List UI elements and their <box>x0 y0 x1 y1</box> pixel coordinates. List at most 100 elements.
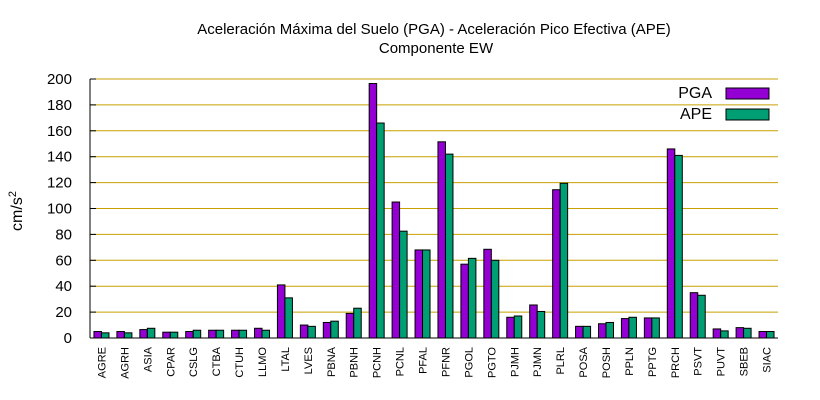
bar-pga-pfnr <box>437 141 446 339</box>
legend: PGA APE <box>678 85 770 123</box>
bar-ape-prch <box>674 154 683 339</box>
y-tick-label: 60 <box>55 252 72 269</box>
bar-ape-ppln <box>628 316 637 339</box>
bar-ape-cpar <box>169 331 179 339</box>
y-tick-label: 80 <box>55 226 72 243</box>
x-tick-label: PBNA <box>326 346 338 377</box>
bar-ape-sbeb <box>743 327 752 339</box>
bar-pga-pbna <box>322 321 332 339</box>
bar-ape-pptg <box>651 317 660 339</box>
x-tick-label: LVES <box>303 347 315 374</box>
chart-subtitle: Componente EW <box>379 40 494 57</box>
y-axis-label-superscript: 2 <box>7 191 19 197</box>
bar-pga-sbeb <box>735 327 745 339</box>
bar-ape-plrl <box>559 182 569 339</box>
bar-ape-pbnh <box>353 307 362 339</box>
x-tick-label: CTUH <box>234 347 246 378</box>
bar-pga-ctba <box>208 329 217 339</box>
x-tick-label: SIAC <box>762 347 774 373</box>
y-tick-labels: 0 20 40 60 80 100 120 140 160 180 200 <box>47 71 72 347</box>
x-tick-label: SBEB <box>739 347 751 376</box>
x-tick-label: PLRL <box>555 347 567 375</box>
x-tick-label: PUVT <box>716 347 728 377</box>
bar-pga-posh <box>598 323 607 339</box>
bar-ape-siac <box>766 331 775 339</box>
x-tick-label: PFNR <box>440 347 452 377</box>
y-tick-label: 140 <box>47 149 72 166</box>
x-tick-label: PPTG <box>647 347 659 377</box>
legend-swatch-pga <box>725 87 770 100</box>
bar-pga-ppln <box>620 318 630 339</box>
bar-pga-asia <box>139 329 148 339</box>
bar-pga-pfal <box>414 249 424 339</box>
x-tick-label: AGRE <box>96 347 108 378</box>
x-tick-label: PCNL <box>395 347 407 376</box>
bar-ape-agrh <box>123 332 133 339</box>
bar-ape-asia <box>146 327 156 339</box>
x-tick-label: LTAL <box>280 347 292 372</box>
bars <box>93 83 775 339</box>
bar-ape-pfnr <box>444 153 454 339</box>
bar-pga-agrh <box>116 331 125 339</box>
x-tick-labels: AGRE AGRH ASIA CPAR CSLG CTBA CTUH LLMO LTAL LVES… <box>96 346 773 378</box>
bar-ape-ctba <box>215 329 225 339</box>
bar-ape-pjmh <box>513 315 523 339</box>
bar-ape-lves <box>307 325 316 339</box>
bar-pga-agre <box>93 331 102 339</box>
legend-label-ape: APE <box>680 106 712 123</box>
bar-pga-puvt <box>712 328 722 339</box>
bar-ape-puvt <box>720 330 729 339</box>
x-tick-label: CPAR <box>165 347 177 377</box>
bar-pga-pgol <box>460 263 469 339</box>
bar-ape-pbna <box>330 320 339 339</box>
y-axis-label-text: cm/s <box>9 197 26 231</box>
bar-pga-cpar <box>162 331 171 339</box>
bar-ape-pgol <box>467 257 477 339</box>
bar-pga-lves <box>299 324 309 339</box>
y-tick-label: 160 <box>47 123 72 140</box>
bar-ape-agre <box>100 332 110 339</box>
x-tick-label: POSH <box>601 347 613 378</box>
bar-ape-llmo <box>261 329 270 339</box>
y-tick-label: 180 <box>47 97 72 114</box>
bar-pga-pptg <box>643 317 653 339</box>
bar-pga-pbnh <box>345 312 355 339</box>
y-axis-label: cm/s2 <box>7 191 26 231</box>
bar-pga-llmo <box>254 327 263 339</box>
y-tick-label: 40 <box>55 278 72 295</box>
bar-pga-pjmh <box>506 316 515 339</box>
x-tick-label: PCNH <box>372 347 384 378</box>
bar-pga-ctuh <box>231 329 240 339</box>
bar-pga-psvt <box>689 292 699 339</box>
bar-ape-posh <box>605 321 614 339</box>
bar-ape-psvt <box>697 294 706 339</box>
bar-pga-prch <box>666 148 676 339</box>
legend-swatch-ape <box>725 108 770 121</box>
bar-ape-pcnl <box>399 230 408 339</box>
x-tick-label: AGRH <box>119 347 131 379</box>
x-tick-label: PJMN <box>532 347 544 377</box>
bar-pga-pcnl <box>391 201 401 339</box>
y-tick-label: 120 <box>47 175 72 192</box>
x-tick-label: PSVT <box>693 347 705 376</box>
bar-ape-pcnh <box>376 122 385 339</box>
y-tick-label: 0 <box>64 330 72 347</box>
bar-ape-pfal <box>422 249 431 339</box>
x-tick-label: ASIA <box>142 346 154 372</box>
legend-label-pga: PGA <box>678 85 712 102</box>
x-tick-label: PGTO <box>486 347 498 378</box>
bar-ape-ctuh <box>238 329 248 339</box>
bar-pga-pjmn <box>529 304 538 339</box>
bar-ape-cslg <box>192 329 202 339</box>
bar-pga-plrl <box>552 189 561 339</box>
x-tick-label: PFAL <box>418 347 430 374</box>
x-tick-label: POSA <box>578 346 590 377</box>
bar-ape-pgto <box>490 259 500 339</box>
bar-pga-cslg <box>185 331 194 339</box>
bar-ape-pjmn <box>536 310 546 339</box>
x-tick-label: PJMH <box>509 347 521 377</box>
gridlines <box>90 78 778 313</box>
y-tick-label: 200 <box>47 71 72 88</box>
